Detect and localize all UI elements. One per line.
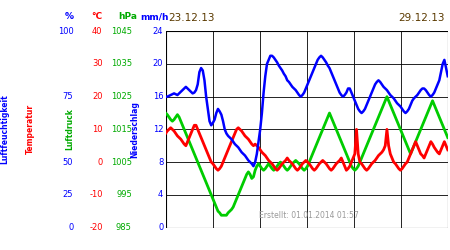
Text: 0: 0 [158,223,163,232]
Text: hPa: hPa [118,12,137,21]
Text: 30: 30 [92,60,103,68]
Text: 25: 25 [63,190,73,199]
Text: °C: °C [91,12,103,21]
Text: 50: 50 [63,158,73,166]
Text: 100: 100 [58,27,73,36]
Text: 985: 985 [116,223,132,232]
Text: 1005: 1005 [111,158,132,166]
Text: 995: 995 [116,190,132,199]
Text: 75: 75 [63,92,73,101]
Text: 0: 0 [97,158,103,166]
Text: -20: -20 [89,223,103,232]
Text: Erstellt: 01.01.2014 01:57: Erstellt: 01.01.2014 01:57 [259,211,359,220]
Text: 20: 20 [153,60,163,68]
Text: 12: 12 [153,125,163,134]
Text: 40: 40 [92,27,103,36]
Text: 1025: 1025 [111,92,132,101]
Text: Luftdruck: Luftdruck [65,108,74,150]
Text: 20: 20 [92,92,103,101]
Text: 24: 24 [153,27,163,36]
Text: 0: 0 [68,223,73,232]
Text: 10: 10 [92,125,103,134]
Text: Niederschlag: Niederschlag [130,101,140,158]
Text: 23.12.13: 23.12.13 [168,14,215,24]
Text: Luftfeuchtigkeit: Luftfeuchtigkeit [0,94,9,164]
Text: %: % [64,12,73,21]
Text: -10: -10 [89,190,103,199]
Text: 16: 16 [153,92,163,101]
Text: mm/h: mm/h [140,12,169,21]
Text: 4: 4 [158,190,163,199]
Text: 29.12.13: 29.12.13 [398,14,445,24]
Text: 1035: 1035 [111,60,132,68]
Text: 1015: 1015 [111,125,132,134]
Text: Temperatur: Temperatur [26,104,35,154]
Text: 8: 8 [158,158,163,166]
Text: 1045: 1045 [111,27,132,36]
